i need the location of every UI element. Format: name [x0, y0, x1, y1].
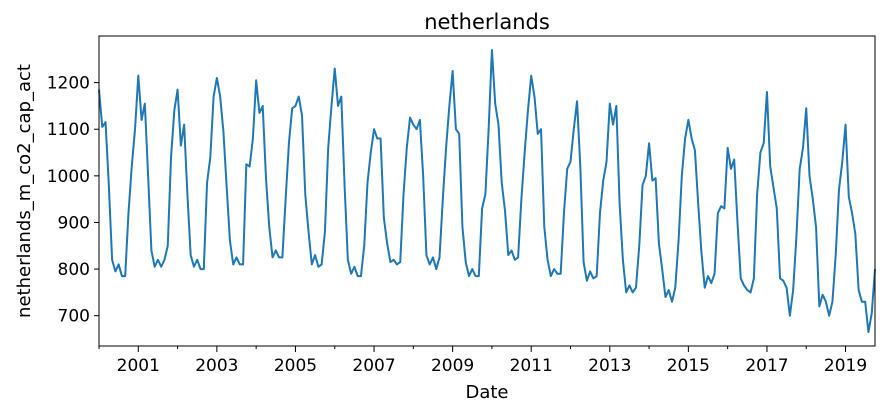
x-tick-label: 2019	[824, 356, 867, 376]
x-tick-label: 2011	[510, 356, 553, 376]
x-tick-label: 2001	[117, 356, 160, 376]
x-tick-label: 2003	[195, 356, 238, 376]
x-tick-label: 2013	[588, 356, 631, 376]
y-tick-label: 700	[58, 307, 90, 327]
y-tick-label: 1100	[47, 120, 90, 140]
x-tick-label: 2015	[667, 356, 710, 376]
x-tick-label: 2007	[352, 356, 395, 376]
x-tick-label: 2017	[745, 356, 788, 376]
plot-area	[98, 48, 876, 334]
y-tick-label: 1000	[47, 167, 90, 187]
y-axis-ticks: 700 800 900 1000 1100 1200	[47, 74, 99, 327]
chart-title: netherlands	[424, 10, 550, 34]
x-tick-label: 2009	[431, 356, 474, 376]
plot-frame	[98, 35, 876, 347]
x-axis-label: Date	[465, 382, 508, 403]
y-tick-label: 800	[58, 260, 90, 280]
x-tick-label: 2005	[274, 356, 317, 376]
series-line	[98, 48, 876, 334]
x-axis-ticks: 2001 2003 2005 2007 2009 2011 2013 2015 2017 2019	[98, 346, 867, 376]
y-tick-label: 1200	[47, 74, 90, 94]
y-tick-label: 900	[58, 213, 90, 233]
y-axis-label: netherlands_m_co2_cap_act	[14, 64, 35, 318]
